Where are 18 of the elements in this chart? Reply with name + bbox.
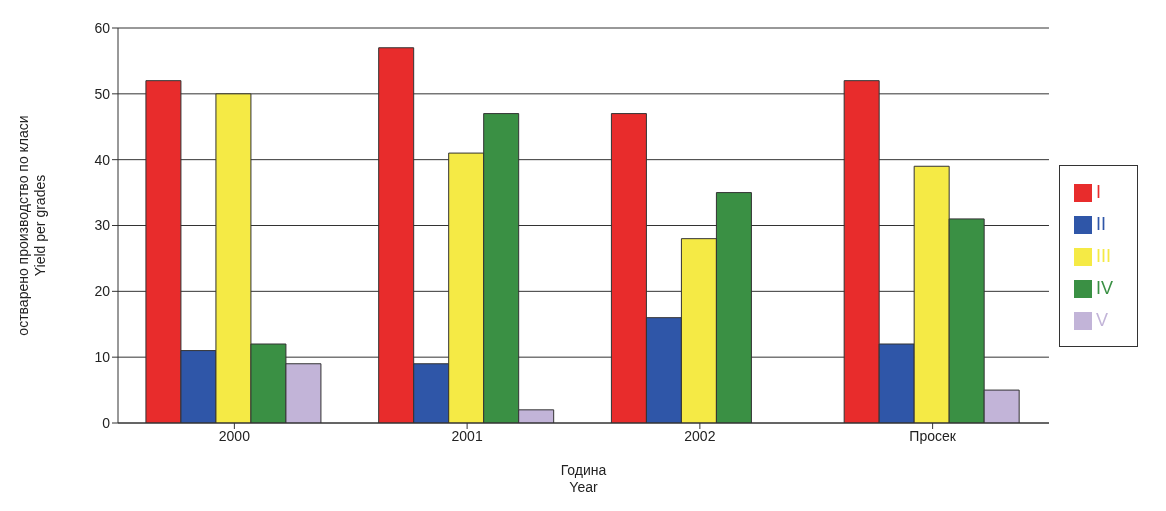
x-tick-label: Просек xyxy=(909,427,957,444)
x-tick-label: 2002 xyxy=(684,427,716,444)
y-tick-label: 0 xyxy=(102,414,111,431)
y-tick-label: 60 xyxy=(94,19,111,36)
x-tick-label: 2000 xyxy=(218,427,251,444)
legend-label: II xyxy=(1095,213,1106,234)
y-tick-label: 40 xyxy=(94,151,111,168)
y-tick-label: 30 xyxy=(94,217,111,234)
y-axis-title: остварено производство по класи Yield per grades xyxy=(15,115,48,336)
y-tick-label: 10 xyxy=(94,349,111,366)
legend-label: IV xyxy=(1095,277,1113,298)
x-axis-title: Година Year xyxy=(560,462,607,495)
x-tick-label: 2001 xyxy=(451,427,483,444)
y-tick-label: 20 xyxy=(94,283,111,300)
y-tick-label: 50 xyxy=(94,85,111,102)
legend-label: III xyxy=(1095,245,1111,266)
legend-label: I xyxy=(1095,181,1101,202)
legend-label: V xyxy=(1095,309,1108,330)
